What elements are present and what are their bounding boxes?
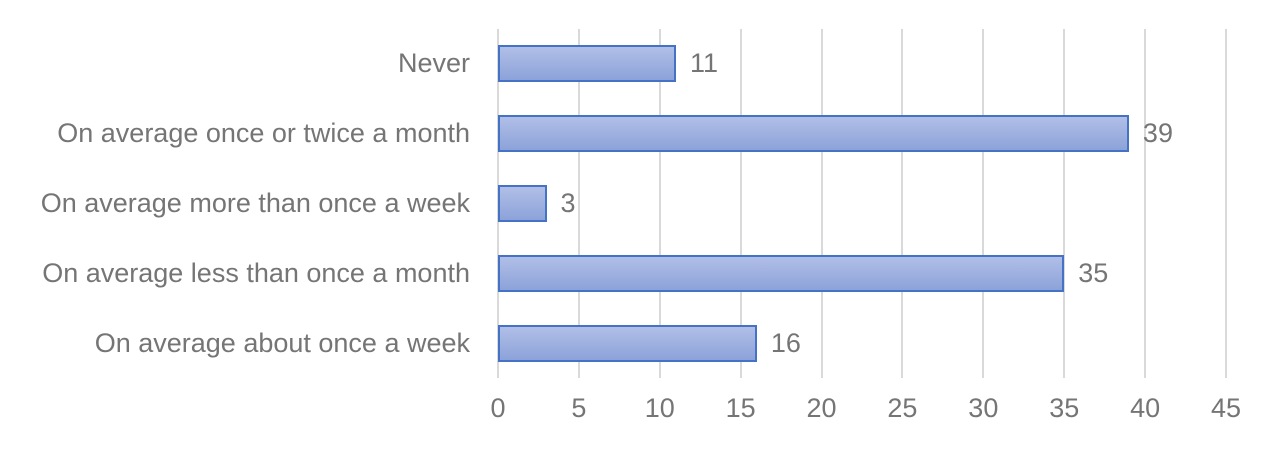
bar: [498, 184, 547, 222]
data-label: 16: [770, 327, 801, 358]
bar: [498, 254, 1065, 292]
data-label: 39: [1142, 118, 1173, 149]
gridline: [820, 29, 823, 378]
x-tick-label: 5: [571, 393, 587, 423]
bar-rows: 11 39 3 35 16: [498, 29, 1226, 378]
category-label: Never: [397, 48, 470, 79]
category-label: On average once or twice a month: [57, 118, 470, 149]
x-tick-label: 45: [1210, 393, 1242, 423]
category-axis-labels: Never On average once or twice a month On …: [0, 29, 470, 378]
bar: [498, 45, 676, 83]
gridline: [1063, 29, 1066, 378]
bar: [498, 115, 1129, 153]
x-tick-label: 40: [1130, 393, 1161, 423]
bar-row: 39: [498, 99, 1226, 169]
x-tick-label: 10: [644, 393, 675, 423]
x-tick-label: 35: [1049, 393, 1080, 423]
bar-row: 11: [498, 29, 1226, 99]
gridline: [982, 29, 985, 378]
x-tick-label: 20: [806, 393, 837, 423]
data-label: 35: [1078, 257, 1109, 288]
x-tick-label: 30: [968, 393, 999, 423]
bar-row: 3: [498, 169, 1226, 239]
gridline: [658, 29, 661, 378]
bar: [498, 324, 757, 362]
plot-area: 11 39 3 35 16: [497, 29, 1227, 378]
category-label: On average less than once a month: [42, 257, 470, 288]
bar-row: 16: [498, 308, 1226, 378]
gridline: [1225, 29, 1227, 378]
data-label: 11: [689, 48, 718, 79]
gridline: [739, 29, 742, 378]
data-label: 3: [560, 187, 576, 218]
gridline: [901, 29, 904, 378]
category-label: On average more than once a week: [40, 187, 470, 218]
x-tick-label: 25: [887, 393, 918, 423]
x-axis-tick-labels: 0 5 10 15 20 25 30 35 40 45: [490, 390, 1241, 426]
bar-row: 35: [498, 238, 1226, 308]
gridline: [577, 29, 580, 378]
x-tick-label: 0: [490, 393, 506, 423]
gridline: [1144, 29, 1147, 378]
category-label: On average about once a week: [94, 327, 470, 358]
x-tick-label: 15: [725, 393, 756, 423]
